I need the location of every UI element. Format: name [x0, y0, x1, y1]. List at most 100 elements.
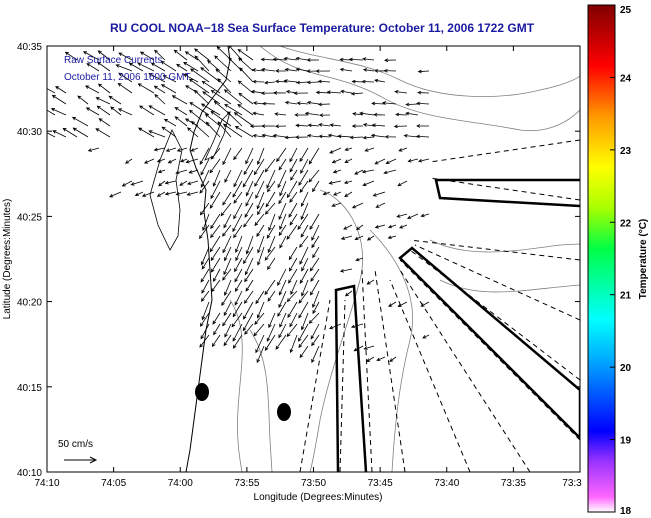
current-vector — [210, 246, 221, 262]
current-vector — [245, 191, 254, 207]
current-vector — [235, 246, 243, 262]
current-vector — [77, 95, 89, 105]
current-vector — [234, 268, 243, 283]
current-vector — [233, 169, 243, 188]
current-vector — [278, 202, 287, 220]
current-vector — [209, 158, 221, 174]
current-vector — [109, 191, 122, 198]
current-vector — [222, 224, 232, 237]
current-vector — [417, 158, 430, 163]
current-vector — [286, 323, 298, 338]
current-vector — [253, 323, 265, 337]
current-vector — [354, 235, 364, 241]
current-vector — [359, 111, 375, 116]
current-vector — [264, 202, 276, 215]
current-vector — [256, 301, 265, 319]
colorbar-tick-label: 23 — [620, 146, 632, 157]
current-vector — [97, 83, 111, 94]
current-vector — [319, 113, 331, 118]
current-vector — [344, 290, 353, 297]
current-vector — [288, 268, 298, 284]
current-vector — [351, 202, 364, 209]
station-marker-east — [277, 403, 291, 421]
current-vector — [154, 94, 166, 105]
current-vector — [153, 147, 166, 152]
current-vector — [50, 108, 67, 116]
current-vector — [264, 279, 276, 296]
current-vector — [252, 133, 265, 138]
current-vector — [176, 63, 188, 72]
current-vector — [266, 169, 276, 189]
current-vector — [277, 169, 287, 189]
current-vector — [175, 169, 188, 175]
current-vector — [256, 147, 265, 166]
current-vector — [393, 124, 408, 129]
current-vector — [416, 134, 430, 139]
current-vector — [217, 121, 232, 138]
current-vector — [210, 110, 232, 127]
current-vector — [279, 180, 287, 197]
current-vector — [405, 102, 419, 107]
x-tick-label: 74:10 — [34, 478, 59, 489]
current-vector — [339, 268, 353, 273]
current-vector — [261, 133, 276, 138]
current-vector — [47, 109, 56, 116]
current-vector — [176, 147, 188, 152]
current-vector — [257, 202, 265, 216]
colorbar-tick-label: 21 — [620, 291, 632, 302]
current-vector — [297, 213, 309, 230]
current-vector — [244, 268, 254, 283]
current-vector — [274, 124, 287, 129]
current-vector — [417, 69, 430, 74]
current-vector — [221, 290, 232, 307]
current-vector — [164, 191, 177, 196]
current-vector — [130, 180, 144, 186]
current-vector — [237, 80, 254, 94]
y-tick-label: 40:30 — [17, 127, 42, 138]
current-vector — [141, 191, 155, 197]
current-vector — [284, 67, 298, 72]
current-vector — [267, 290, 276, 302]
current-vector — [212, 169, 221, 187]
current-vector — [205, 121, 221, 138]
current-vector — [224, 246, 232, 262]
current-vector — [223, 257, 232, 276]
current-vector — [233, 147, 243, 161]
current-vector — [362, 57, 375, 61]
current-vector — [96, 61, 111, 72]
current-vector — [362, 180, 375, 187]
current-vector — [343, 180, 353, 185]
current-vector — [276, 147, 287, 163]
current-vector — [211, 334, 221, 348]
current-vector — [312, 290, 320, 309]
current-vector — [232, 213, 243, 233]
current-vector — [207, 59, 221, 72]
current-vector — [260, 57, 276, 62]
current-vector — [143, 158, 155, 164]
current-vector — [87, 147, 100, 152]
current-vector — [366, 356, 375, 362]
current-vector — [340, 235, 353, 240]
current-vector — [266, 323, 276, 342]
current-vector — [261, 124, 276, 128]
current-vector — [254, 213, 265, 227]
current-vector — [199, 180, 210, 194]
current-vector — [362, 123, 375, 127]
current-vector — [396, 213, 408, 218]
current-vector — [283, 79, 298, 83]
current-vector — [153, 85, 166, 94]
current-vector — [299, 235, 309, 248]
current-vector — [384, 58, 397, 63]
current-vector — [222, 191, 232, 206]
current-vector — [274, 79, 287, 84]
colorbar: 25 24 23 22 21 20 19 18 Temperature (°C) — [587, 4, 649, 517]
current-vector — [278, 279, 287, 296]
current-vector — [300, 202, 309, 221]
current-vector — [191, 120, 210, 138]
current-vector — [296, 101, 309, 106]
current-vector — [210, 257, 221, 273]
current-vector — [293, 91, 309, 96]
current-vector — [201, 257, 210, 270]
figure-title: RU COOL NOAA−18 Sea Surface Temperature:… — [110, 21, 535, 35]
